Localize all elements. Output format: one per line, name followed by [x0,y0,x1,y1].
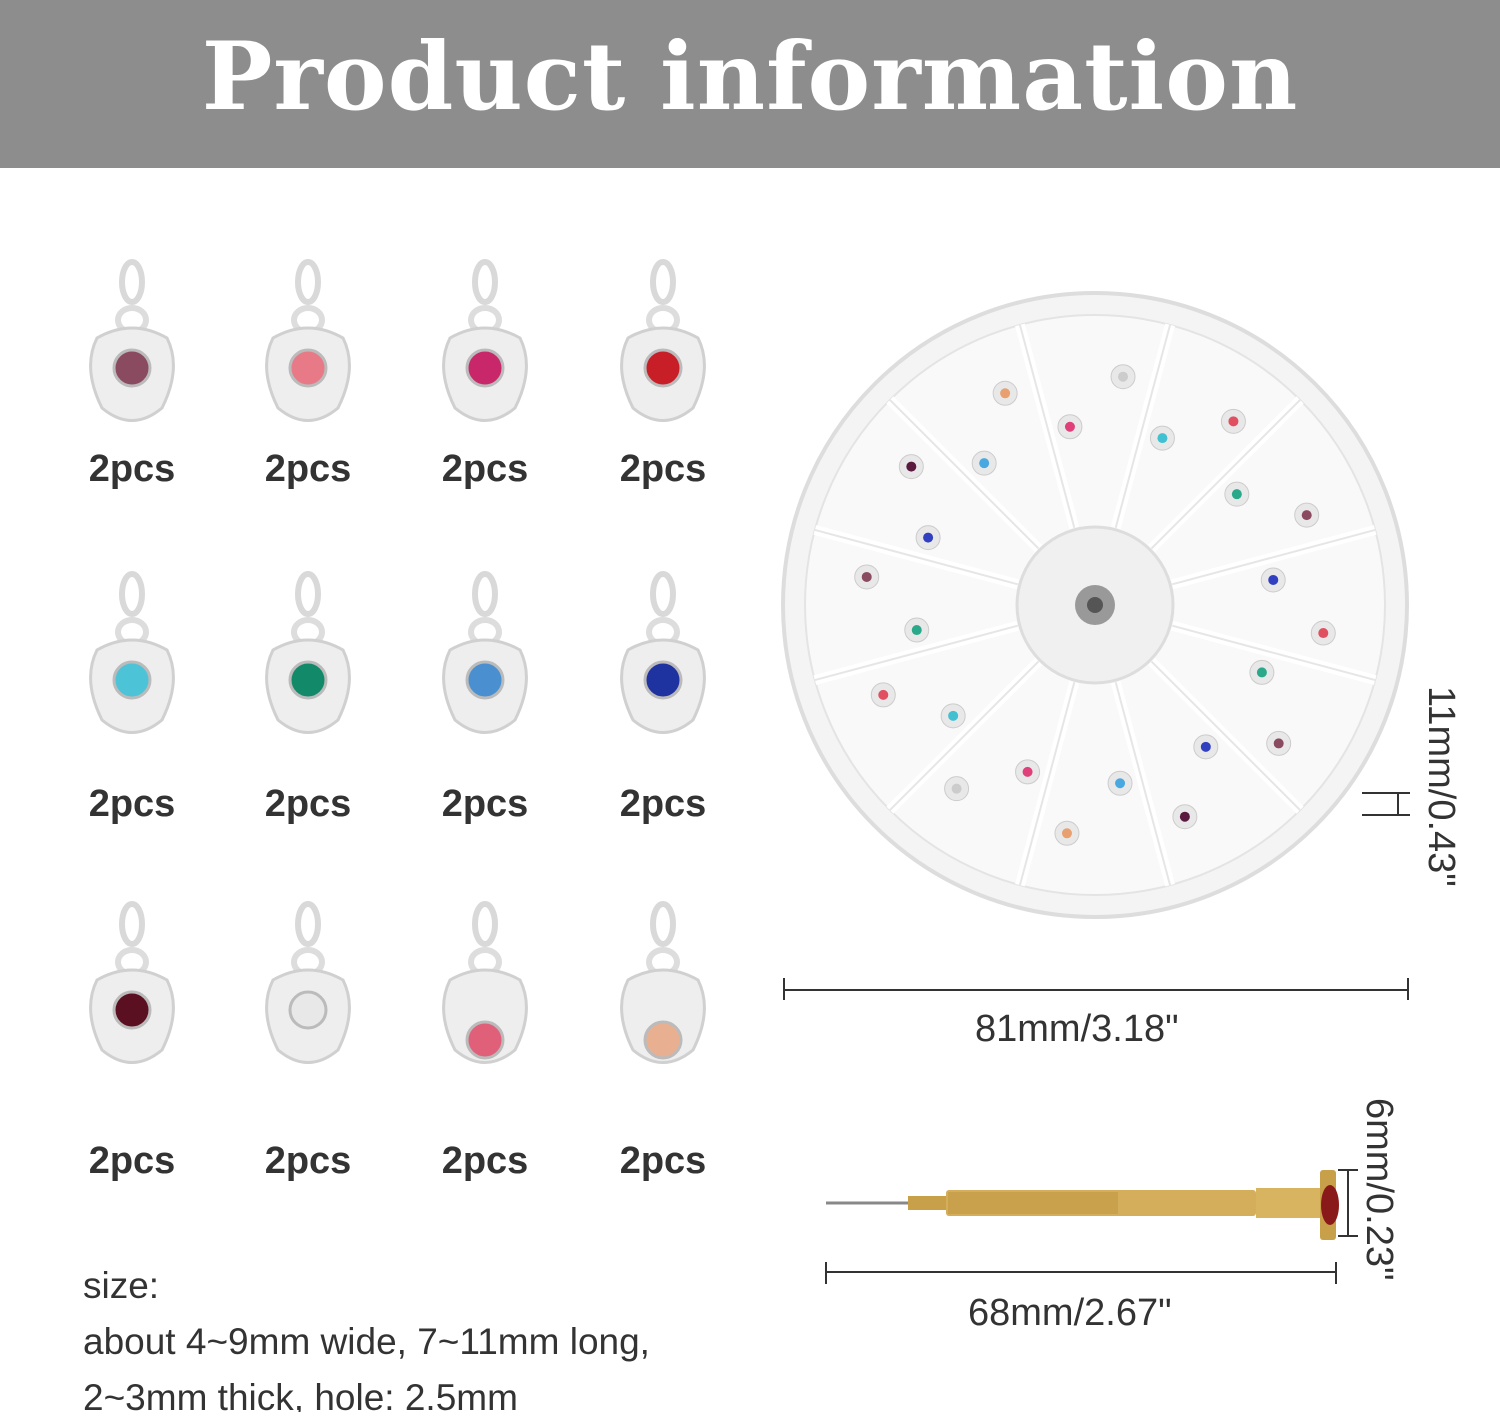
charm-image [442,259,528,422]
gem [112,990,152,1030]
charm-image [442,571,528,734]
charm-quantity: 2pcs [88,1140,176,1182]
charm-image [89,901,175,1064]
header-bar: Product information [0,0,1500,168]
hand-drill-tool [826,1170,1339,1240]
size-label: size: [83,1265,160,1306]
charm-image [265,571,351,734]
gem [643,348,683,388]
rhinestone-wheel-box [781,291,1409,919]
gem [465,1020,505,1060]
charm-quantity: 2pcs [264,783,352,825]
gem [288,660,328,700]
charm-quantity: 2pcs [619,1140,707,1182]
size-line-2: 2~3mm thick, hole: 2.5mm [83,1377,518,1412]
size-line-1: about 4~9mm wide, 7~11mm long, [83,1321,650,1362]
page-title: Product information [201,22,1299,132]
gem [643,1020,683,1060]
gem [288,348,328,388]
gem [643,660,683,700]
charm-quantity: 2pcs [88,448,176,490]
gem [465,348,505,388]
charm-quantity: 2pcs [441,1140,529,1182]
wheel-height-label: 11mm/0.43" [1420,686,1462,887]
charm-quantity: 2pcs [264,1140,352,1182]
charm-quantity: 2pcs [441,448,529,490]
charm-image [89,259,175,422]
wheel-width-label: 81mm/3.18" [975,1008,1179,1050]
charm-image [442,901,528,1064]
drill-diameter-label: 6mm/0.23" [1358,1098,1400,1281]
charm-image [620,571,706,734]
charm-quantity: 2pcs [264,448,352,490]
charm-quantity: 2pcs [88,783,176,825]
gem [288,990,328,1030]
charm-image [89,571,175,734]
charm-image [265,901,351,1064]
drill-length-label: 68mm/2.67" [968,1292,1172,1334]
gem [112,348,152,388]
charm-image [620,901,706,1064]
charm-quantity: 2pcs [619,448,707,490]
gem [465,660,505,700]
size-description: size: about 4~9mm wide, 7~11mm long, 2~3… [83,1258,650,1412]
gem [112,660,152,700]
charm-quantity: 2pcs [441,783,529,825]
charm-image [620,259,706,422]
charm-image [265,259,351,422]
charm-quantity: 2pcs [619,783,707,825]
